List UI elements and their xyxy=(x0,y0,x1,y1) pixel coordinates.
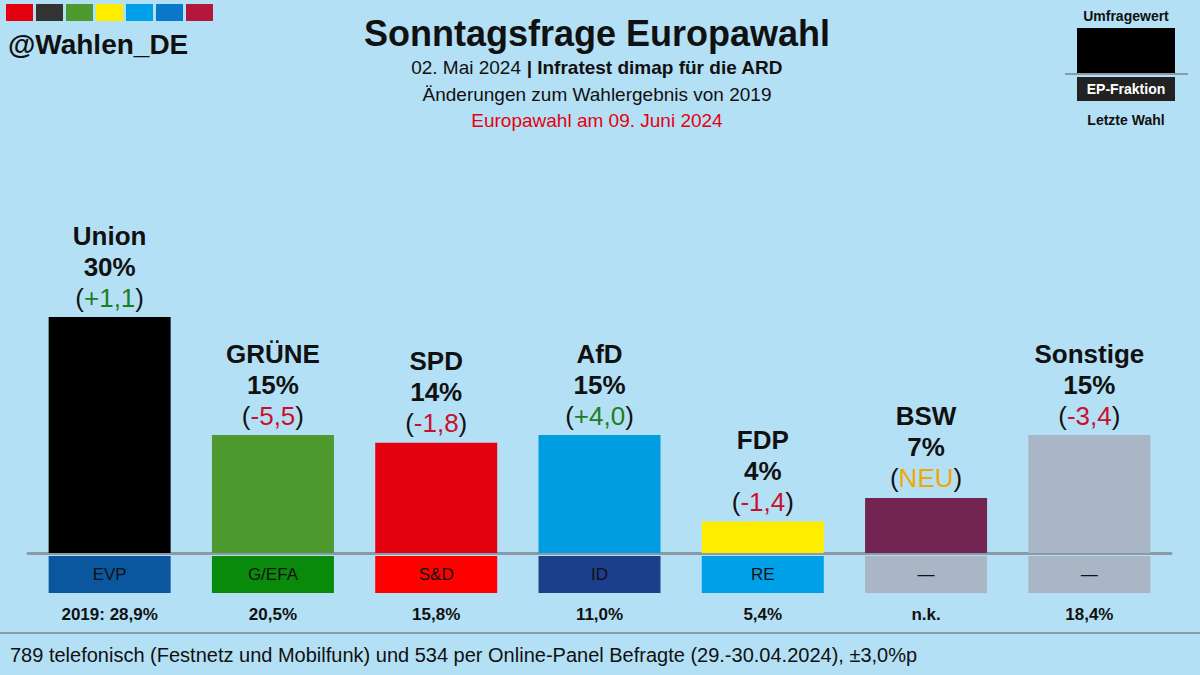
svg-text:—: — xyxy=(1081,565,1098,584)
svg-text:EP-Fraktion: EP-Fraktion xyxy=(1087,81,1166,97)
svg-text:-5,5: -5,5 xyxy=(251,401,296,431)
svg-text:7%: 7% xyxy=(907,432,945,462)
svg-text:| Infratest dimap für die ARD: | Infratest dimap für die ARD xyxy=(527,57,783,78)
svg-text:(: ( xyxy=(732,487,741,517)
svg-text:-1,8: -1,8 xyxy=(414,408,459,438)
svg-text:18,4%: 18,4% xyxy=(1065,605,1113,624)
svg-text:): ) xyxy=(954,463,963,493)
svg-text:): ) xyxy=(459,408,468,438)
svg-text:-3,4: -3,4 xyxy=(1067,401,1112,431)
svg-text:): ) xyxy=(1112,401,1121,431)
svg-text:4%: 4% xyxy=(744,456,782,486)
svg-text:): ) xyxy=(295,401,304,431)
svg-text:2019: 28,9%: 2019: 28,9% xyxy=(61,605,157,624)
svg-text:30%: 30% xyxy=(84,252,136,282)
svg-text:(: ( xyxy=(405,408,414,438)
svg-text:(: ( xyxy=(565,401,574,431)
svg-text:(: ( xyxy=(1058,401,1067,431)
svg-text:15,8%: 15,8% xyxy=(412,605,460,624)
svg-text:FDP: FDP xyxy=(737,425,789,455)
svg-text:S&D: S&D xyxy=(419,565,454,584)
svg-text:ID: ID xyxy=(591,565,608,584)
svg-text:14%: 14% xyxy=(410,377,462,407)
svg-text:n.k.: n.k. xyxy=(911,605,940,624)
svg-text:15%: 15% xyxy=(573,370,625,400)
svg-text:5,4%: 5,4% xyxy=(743,605,782,624)
svg-text:SPD: SPD xyxy=(409,346,462,376)
svg-text:Letzte Wahl: Letzte Wahl xyxy=(1087,112,1164,128)
svg-text:Europawahl am 09. Juni 2024: Europawahl am 09. Juni 2024 xyxy=(471,110,723,131)
svg-text:-1,4: -1,4 xyxy=(740,487,785,517)
svg-text:Sonstige: Sonstige xyxy=(1034,339,1144,369)
svg-text:789 telefonisch (Festnetz und: 789 telefonisch (Festnetz und Mobilfunk)… xyxy=(10,644,917,666)
svg-text:Änderungen zum Wahlergebnis vo: Änderungen zum Wahlergebnis von 2019 xyxy=(423,84,772,105)
svg-text:15%: 15% xyxy=(247,370,299,400)
svg-text:): ) xyxy=(625,401,634,431)
svg-text:+4,0: +4,0 xyxy=(574,401,625,431)
svg-text:(: ( xyxy=(75,283,84,313)
svg-text:): ) xyxy=(785,487,794,517)
svg-text:—: — xyxy=(918,565,935,584)
svg-text:11,0%: 11,0% xyxy=(576,605,623,624)
svg-text:@Wahlen_DE: @Wahlen_DE xyxy=(8,29,188,60)
svg-text:NEU: NEU xyxy=(899,463,954,493)
svg-text:EVP: EVP xyxy=(93,565,127,584)
svg-text:Union: Union xyxy=(73,221,147,251)
svg-text:20,5%: 20,5% xyxy=(249,605,297,624)
svg-text:(: ( xyxy=(242,401,251,431)
svg-text:BSW: BSW xyxy=(896,401,957,431)
svg-text:RE: RE xyxy=(751,565,775,584)
svg-text:15%: 15% xyxy=(1063,370,1115,400)
svg-text:(: ( xyxy=(890,463,899,493)
svg-text:G/EFA: G/EFA xyxy=(248,565,299,584)
svg-text:+1,1: +1,1 xyxy=(84,283,135,313)
svg-text:02. Mai 2024: 02. Mai 2024 xyxy=(411,57,521,78)
svg-text:Umfragewert: Umfragewert xyxy=(1083,8,1169,24)
svg-text:GRÜNE: GRÜNE xyxy=(226,339,320,369)
svg-text:Sonntagsfrage Europawahl: Sonntagsfrage Europawahl xyxy=(364,13,830,54)
svg-text:AfD: AfD xyxy=(576,339,622,369)
svg-text:): ) xyxy=(135,283,144,313)
